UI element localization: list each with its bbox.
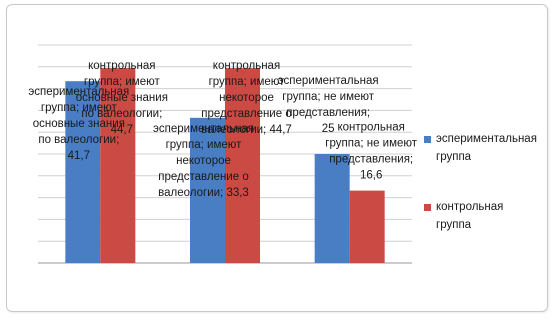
data-label-experimental-2: эспериментальная группа; имеют некоторое пр… <box>153 123 254 199</box>
bar-control-2 <box>225 68 260 263</box>
bar-experimental-1 <box>65 81 101 263</box>
data-label-experimental-1: эспериментальная группа; имеют основные зн… <box>28 86 129 162</box>
data-label-experimental-3: эспериментальная группа; не имеют представ… <box>278 75 379 135</box>
bar-experimental-2 <box>190 117 225 263</box>
legend-label-control: контрольная группа <box>436 201 503 231</box>
legend-label-experimental: эспериментальная группа <box>436 133 537 163</box>
data-label-control-1: контрольная группа; имеют основные знания п… <box>76 60 168 136</box>
legend-swatch-experimental <box>424 136 431 143</box>
chart-frame <box>6 4 548 312</box>
bar-control-1 <box>100 68 136 263</box>
bar-experimental-3 <box>314 154 350 263</box>
data-label-control-3: контрольная группа; не имеют представления… <box>325 122 417 182</box>
bar-control-3 <box>349 190 385 263</box>
legend-swatch-control <box>424 204 431 211</box>
data-label-control-2: контрольная группа; имеют некоторое предста… <box>201 60 292 136</box>
